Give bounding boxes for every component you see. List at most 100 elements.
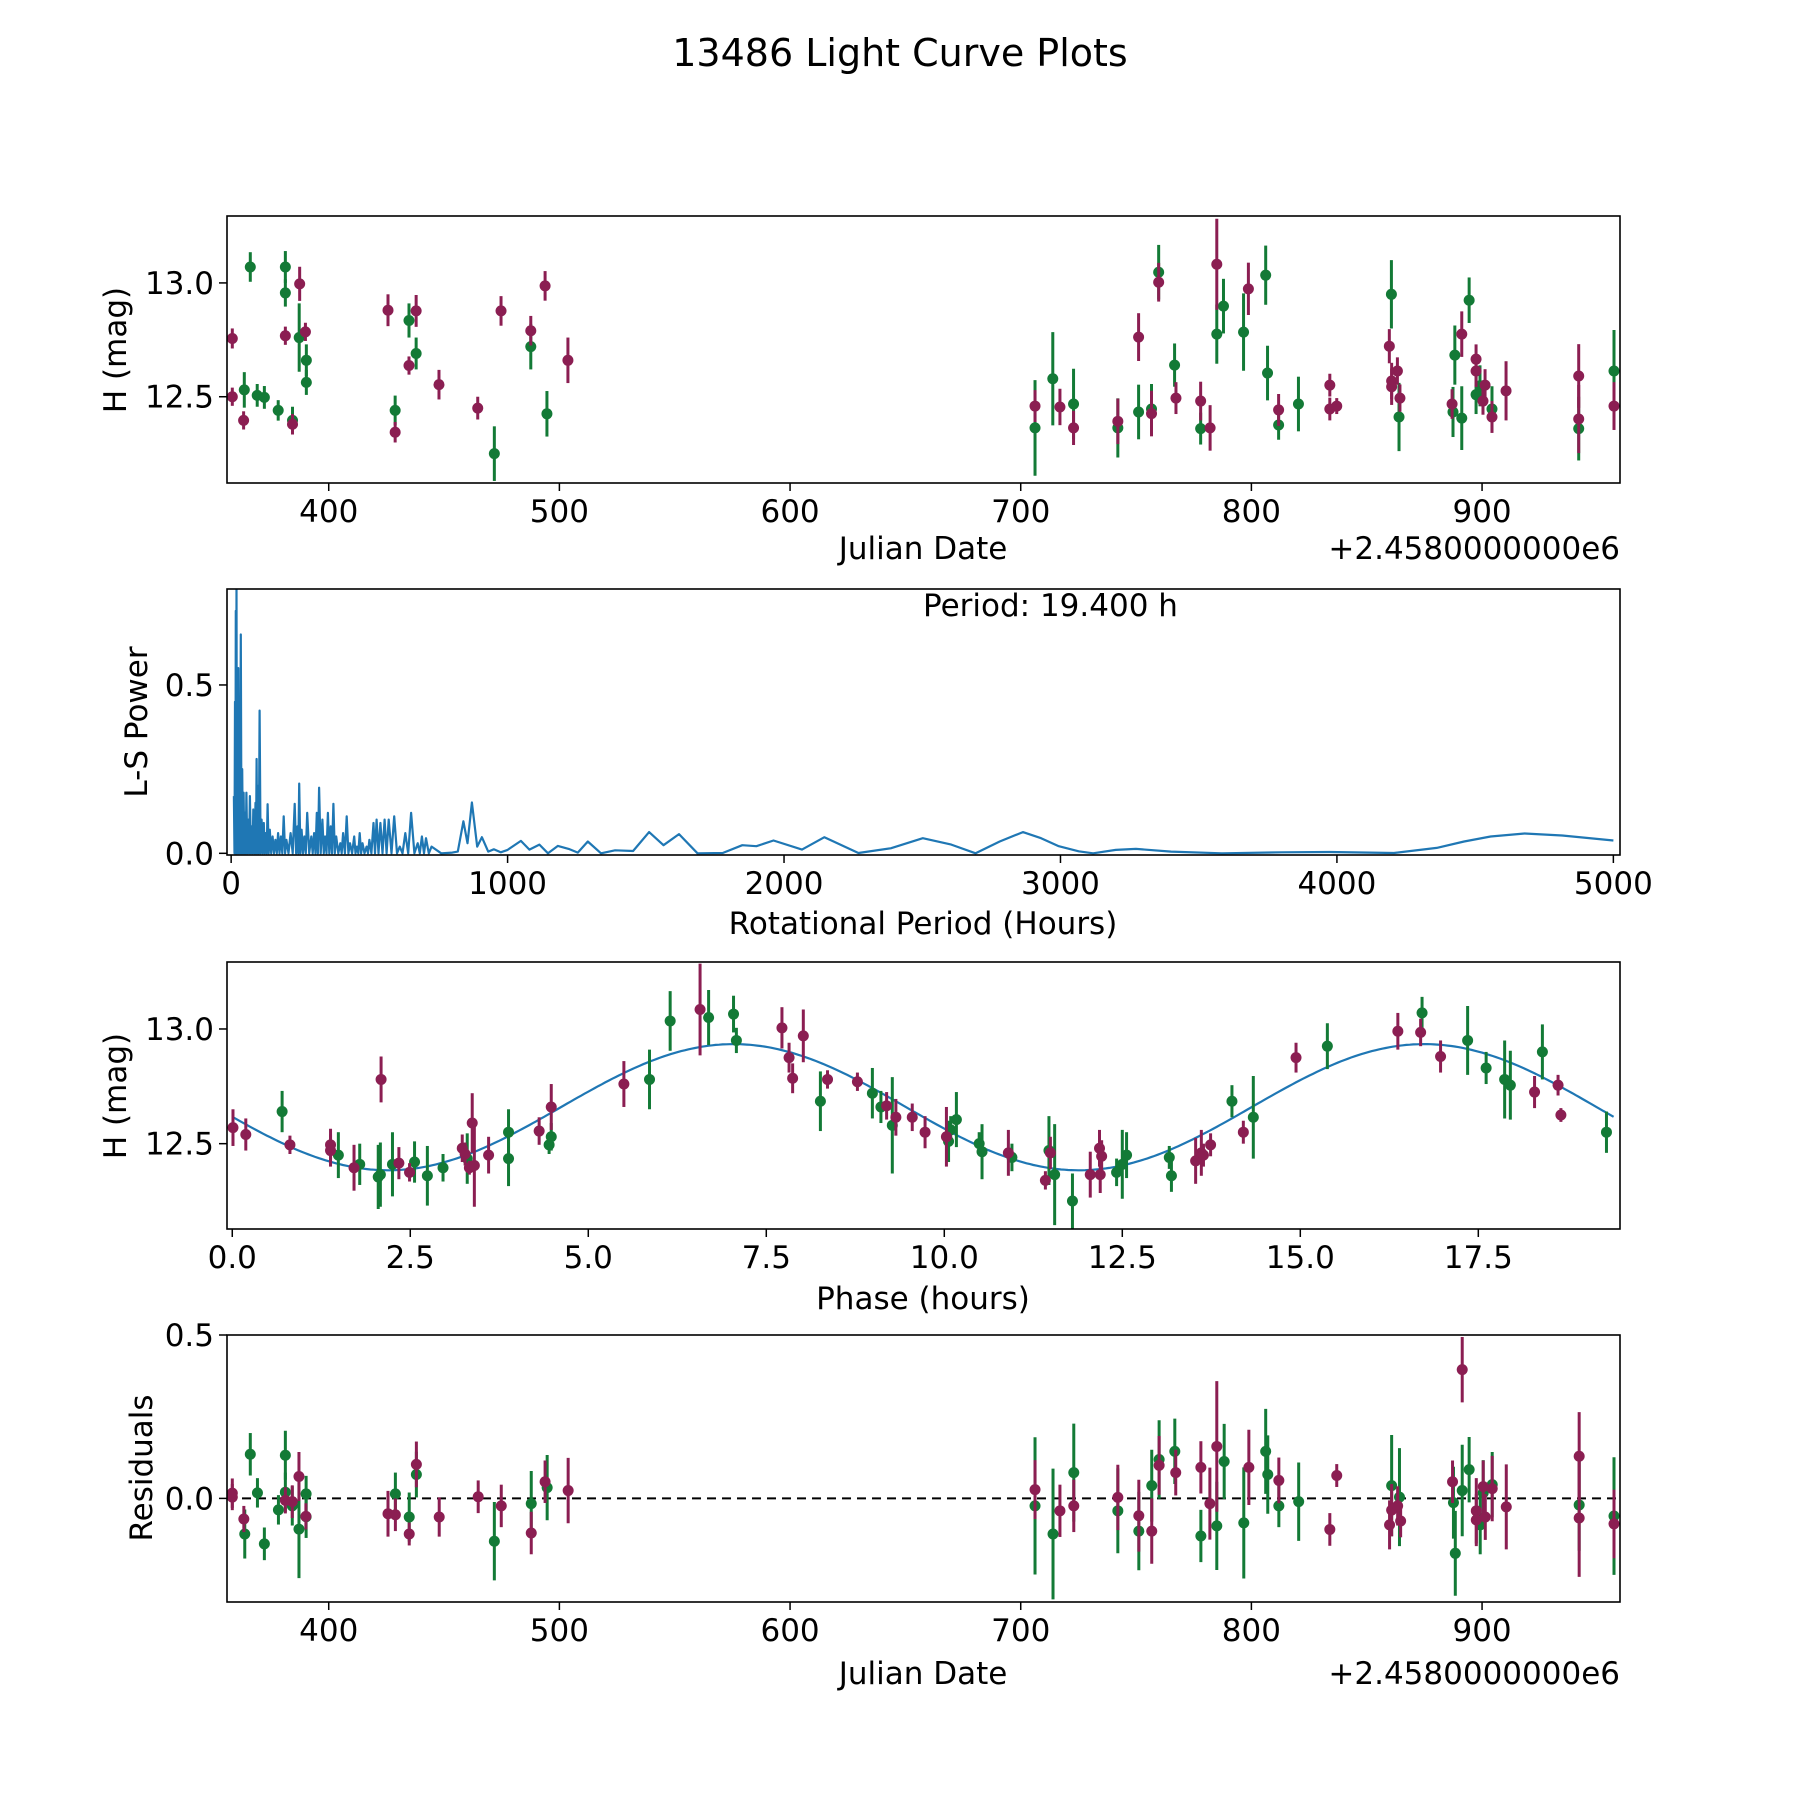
data-point [238, 414, 250, 426]
data-point [1211, 1520, 1223, 1532]
data-point [1238, 1517, 1250, 1529]
data-point [1260, 269, 1272, 281]
data-point [348, 1162, 360, 1174]
data-point [1477, 395, 1489, 407]
x-tick-label: 800 [1222, 494, 1281, 530]
x-tick-label: 5000 [1574, 866, 1653, 902]
data-point [495, 305, 507, 317]
data-point [776, 1022, 788, 1034]
periodogram-plot-area [232, 589, 1614, 855]
data-point [1112, 415, 1124, 427]
y-tick-label: 13.0 [145, 1012, 214, 1048]
data-point [1190, 1155, 1202, 1167]
data-point [1395, 1515, 1407, 1527]
data-point [1290, 1052, 1302, 1064]
data-point [1170, 1467, 1182, 1479]
data-point [389, 1509, 401, 1521]
data-point [1393, 411, 1405, 423]
data-point [1273, 404, 1285, 416]
y-tick-label: 13.0 [145, 266, 214, 302]
data-point [1446, 398, 1458, 410]
data-point [238, 384, 250, 396]
data-point [1204, 1498, 1216, 1510]
data-point [783, 1052, 795, 1064]
data-point [814, 1095, 826, 1107]
data-point [728, 1008, 740, 1020]
data-point [227, 1491, 238, 1503]
data-point [272, 404, 284, 416]
data-point [1163, 1151, 1175, 1163]
data-point [1084, 1169, 1096, 1181]
data-point [1480, 1062, 1492, 1074]
residuals-axes: 400 500 600 700 800 900 0.0 0.5 [165, 1318, 1621, 1649]
data-point [393, 1157, 405, 1169]
data-point [1462, 1034, 1474, 1046]
data-point [1205, 1139, 1217, 1151]
data-point [286, 1496, 298, 1508]
data-point [1600, 1126, 1612, 1138]
lightcurve-frame [226, 215, 1621, 484]
data-point [1463, 294, 1475, 306]
data-point [1247, 1111, 1259, 1123]
data-point [541, 408, 553, 420]
data-point [1470, 1514, 1482, 1526]
data-point [664, 1015, 676, 1027]
data-point [1447, 1476, 1459, 1488]
lightcurve-ylabel: H (mag) [98, 287, 134, 413]
data-point [1116, 1158, 1128, 1170]
data-point [1146, 408, 1158, 420]
x-tick-label: 900 [1452, 1613, 1511, 1649]
data-point [279, 261, 291, 273]
data-point [881, 1100, 893, 1112]
data-point [1153, 276, 1165, 288]
data-point [503, 1153, 515, 1165]
data-point [1153, 1459, 1165, 1471]
data-point [1293, 1496, 1305, 1508]
data-point [1260, 1445, 1272, 1457]
data-point [1211, 258, 1223, 270]
residuals-xlabel: Julian Date [837, 1656, 1008, 1692]
data-point [1044, 1147, 1056, 1159]
data-point [1242, 283, 1254, 295]
data-point [1456, 1485, 1468, 1497]
data-point [239, 1528, 251, 1540]
data-point [1165, 1170, 1177, 1182]
data-point [279, 287, 291, 299]
data-point [1321, 1040, 1333, 1052]
ls-power-curve [232, 589, 1614, 855]
data-point [1262, 1469, 1274, 1481]
data-point [1477, 1481, 1489, 1493]
lightcurve-x-offset-text: +2.4580000000e6 [1328, 531, 1620, 567]
x-tick-label: 2000 [745, 866, 824, 902]
data-point [1204, 422, 1216, 434]
phased-plot-area [227, 963, 1615, 1229]
data-point [382, 304, 394, 316]
y-tick-label: 12.5 [145, 1127, 214, 1163]
data-point [525, 1498, 537, 1510]
data-point [227, 391, 238, 403]
data-point [1170, 392, 1182, 404]
data-series [227, 218, 1620, 454]
data-point [1415, 1026, 1427, 1038]
data-point [1608, 1518, 1620, 1530]
data-point [389, 404, 401, 416]
y-tick-label: 0.0 [165, 1481, 214, 1517]
data-point [539, 1476, 551, 1488]
data-series [227, 963, 1567, 1207]
data-point [1226, 1095, 1238, 1107]
data-point [1068, 422, 1080, 434]
data-point [1262, 367, 1274, 379]
x-tick-label: 1000 [468, 866, 547, 902]
periodogram-ylabel: L-S Power [119, 646, 155, 797]
data-point [1112, 1491, 1124, 1503]
data-point [300, 354, 312, 366]
data-series [227, 1336, 1620, 1577]
data-point [403, 314, 415, 326]
data-point [300, 1488, 312, 1500]
residuals-frame [226, 1334, 1621, 1603]
data-point [1068, 1500, 1080, 1512]
data-point [468, 1159, 480, 1171]
data-point [703, 1012, 715, 1024]
data-point [1121, 1149, 1133, 1161]
data-point [1529, 1086, 1541, 1098]
